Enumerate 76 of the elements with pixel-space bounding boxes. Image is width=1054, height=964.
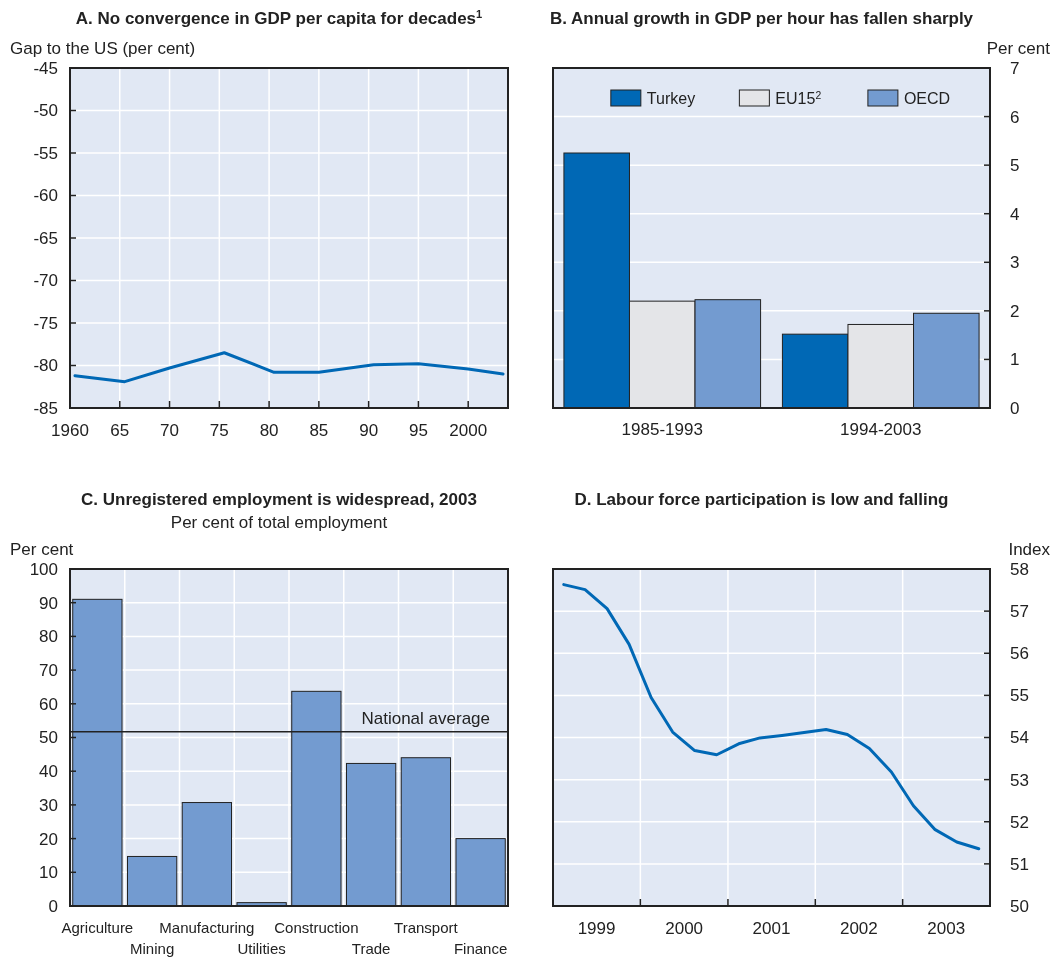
x-tick-label: Utilities [237,940,286,957]
y2-tick-label: 5 [1010,156,1020,176]
y-tick-label: 10 [39,863,58,883]
x-tick-label: 1985-1993 [621,420,703,439]
y2-tick-label: 57 [1010,602,1029,622]
y-tick-label: 90 [39,593,58,613]
y2-tick-label: 0 [1010,398,1020,418]
y2-tick-label: 50 [1010,896,1029,916]
y-tick-label: -65 [33,228,58,248]
y2-tick-label: 52 [1010,812,1029,832]
y2-axis-title: Index [1008,540,1051,559]
y-tick-label: -80 [33,356,58,376]
y2-tick-label: 3 [1010,253,1020,273]
chart-subtitle: Per cent of total employment [170,513,388,532]
x-tick-label: 65 [110,421,130,440]
x-tick-label: Mining [130,940,175,957]
y-tick-label: -60 [33,186,58,206]
x-tick-label: 75 [209,421,229,440]
x-tick-label: 85 [309,421,329,440]
y2-tick-label: 58 [1010,559,1029,579]
y-tick-label: 40 [39,762,58,782]
x-tick-label: 2001 [752,919,791,938]
x-tick-label: Transport [394,919,459,936]
y2-tick-label: 53 [1010,770,1029,790]
x-tick-label: Manufacturing [159,919,255,936]
y-tick-label: 100 [29,559,58,579]
x-tick-label: 1999 [577,919,616,938]
y2-tick-label: 2 [1010,301,1020,321]
y2-tick-label: 6 [1010,107,1020,127]
ref-line-label: National average [361,708,490,728]
chart-title: B. Annual growth in GDP per hour has fallen sharply [549,9,974,28]
x-tick-label: 1960 [51,421,89,440]
y-tick-label: 70 [39,661,58,681]
line-series [562,583,981,851]
line-series [73,351,505,384]
x-tick-label: Construction [274,919,359,936]
y-tick-label: -50 [33,101,58,121]
y-tick-label: -70 [33,271,58,291]
y2-tick-label: 56 [1010,644,1029,664]
y-tick-label: 30 [39,795,58,815]
x-tick-label: 70 [160,421,180,440]
y-tick-label: 0 [48,896,58,916]
y2-tick-label: 54 [1010,728,1029,748]
y-tick-label: 50 [39,728,58,748]
y-tick-label: 60 [39,694,58,714]
y2-tick-label: 1 [1010,350,1020,370]
x-tick-label: 95 [408,421,428,440]
y-axis-title: Per cent [10,540,74,559]
y-tick-label: 80 [39,627,58,647]
x-tick-label: 2000 [449,421,488,440]
x-tick-label: Finance [453,940,508,957]
y-tick-label: -45 [33,58,58,78]
x-tick-label: 2000 [665,919,704,938]
legend-label: EU15$^{2}$ [775,89,822,107]
y2-axis-title: Per cent [986,39,1051,58]
y-tick-label: -55 [33,143,58,163]
x-tick-label: 90 [359,421,379,440]
y2-tick-label: 51 [1010,854,1029,874]
chart-title: C. Unregistered employment is widespread, 2003 [81,490,477,509]
chart-title: A. No convergence in GDP per capita for decades$^{1}$ [75,8,483,28]
x-tick-label: 80 [259,421,279,440]
y2-tick-label: 7 [1010,58,1020,78]
y-tick-label: -75 [33,313,58,333]
x-tick-label: 1994-2003 [840,420,922,439]
y-tick-label: -85 [33,398,58,418]
x-tick-label: 2003 [927,919,966,938]
y2-tick-label: 4 [1010,204,1020,224]
chart-title: D. Labour force participation is low and falling [574,490,949,509]
x-tick-label: Agriculture [61,919,134,936]
y-tick-label: 20 [39,829,58,849]
y-axis-title: Gap to the US (per cent) [10,39,196,58]
y2-tick-label: 55 [1010,686,1029,706]
legend-label: OECD [903,89,951,107]
x-tick-label: Trade [351,940,391,957]
x-tick-label: 2002 [839,919,878,938]
legend-label: Turkey [646,89,696,107]
